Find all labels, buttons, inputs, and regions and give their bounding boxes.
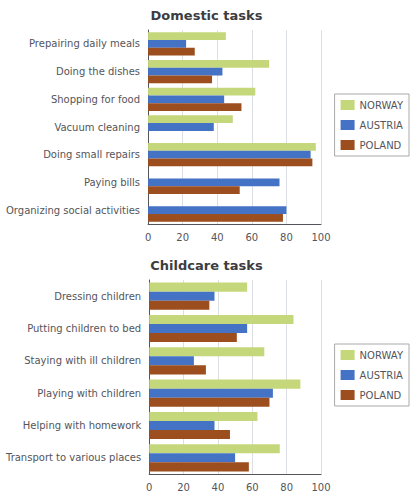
- svg-text:Paying bills: Paying bills: [84, 177, 140, 188]
- svg-text:NORWAY: NORWAY: [360, 100, 404, 111]
- svg-text:Doing small repairs: Doing small repairs: [43, 149, 140, 160]
- svg-text:20: 20: [177, 482, 190, 493]
- svg-text:AUSTRIA: AUSTRIA: [360, 370, 404, 381]
- svg-text:POLAND: POLAND: [360, 140, 402, 151]
- svg-text:40: 40: [211, 232, 224, 243]
- svg-text:Shopping for food: Shopping for food: [51, 94, 140, 105]
- svg-text:Prepairing daily meals: Prepairing daily meals: [29, 38, 140, 49]
- svg-text:Playing with children: Playing with children: [37, 388, 141, 399]
- svg-text:Transport to various places: Transport to various places: [5, 452, 141, 463]
- svg-text:Dressing children: Dressing children: [54, 291, 141, 302]
- svg-text:80: 80: [280, 232, 293, 243]
- svg-text:60: 60: [245, 232, 258, 243]
- svg-text:100: 100: [311, 482, 330, 493]
- svg-text:20: 20: [176, 232, 189, 243]
- svg-text:Vacuum cleaning: Vacuum cleaning: [54, 122, 140, 133]
- svg-text:POLAND: POLAND: [360, 390, 402, 401]
- svg-text:Staying with ill children: Staying with ill children: [24, 355, 141, 366]
- svg-text:Domestic tasks: Domestic tasks: [151, 8, 263, 23]
- svg-text:0: 0: [146, 482, 152, 493]
- svg-text:Helping with homework: Helping with homework: [23, 420, 142, 431]
- svg-text:Putting children to bed: Putting children to bed: [27, 323, 141, 334]
- svg-text:AUSTRIA: AUSTRIA: [360, 120, 404, 131]
- svg-text:80: 80: [280, 482, 293, 493]
- svg-text:NORWAY: NORWAY: [360, 350, 404, 361]
- svg-text:100: 100: [311, 232, 330, 243]
- svg-text:Doing the dishes: Doing the dishes: [56, 66, 140, 77]
- svg-text:0: 0: [145, 232, 151, 243]
- svg-text:Organizing social activities: Organizing social activities: [6, 205, 140, 216]
- svg-text:40: 40: [212, 482, 225, 493]
- svg-text:60: 60: [246, 482, 259, 493]
- svg-text:Childcare tasks: Childcare tasks: [150, 258, 263, 273]
